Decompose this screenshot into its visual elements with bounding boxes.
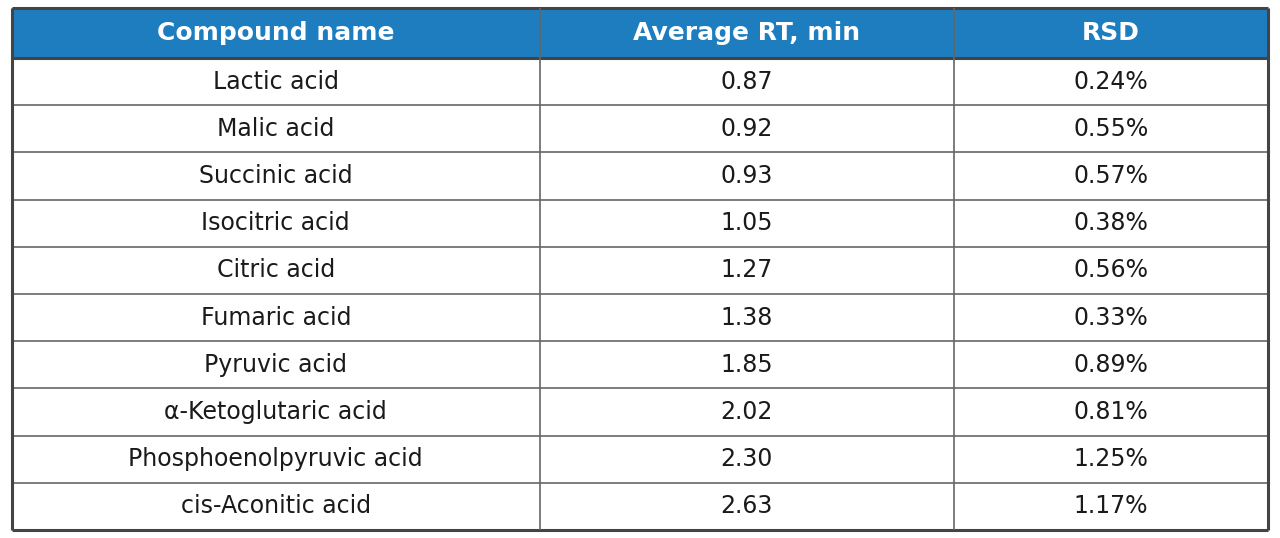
Bar bbox=[540, 8, 954, 58]
Bar bbox=[954, 436, 1268, 483]
Bar bbox=[12, 58, 540, 105]
Bar bbox=[540, 247, 954, 294]
Text: 0.89%: 0.89% bbox=[1074, 353, 1148, 377]
Bar bbox=[12, 247, 540, 294]
Bar bbox=[12, 388, 540, 436]
Text: 2.63: 2.63 bbox=[721, 494, 773, 519]
Bar bbox=[954, 247, 1268, 294]
Text: Malic acid: Malic acid bbox=[218, 117, 334, 141]
Bar bbox=[540, 58, 954, 105]
Text: 1.05: 1.05 bbox=[721, 211, 773, 235]
Text: 0.24%: 0.24% bbox=[1074, 69, 1148, 94]
Text: Phosphoenolpyruvic acid: Phosphoenolpyruvic acid bbox=[128, 447, 424, 471]
Text: 0.38%: 0.38% bbox=[1074, 211, 1148, 235]
Text: RSD: RSD bbox=[1082, 21, 1140, 45]
Bar bbox=[954, 388, 1268, 436]
Text: 2.30: 2.30 bbox=[721, 447, 773, 471]
Text: 0.87: 0.87 bbox=[721, 69, 773, 94]
Bar bbox=[12, 8, 540, 58]
Text: 0.33%: 0.33% bbox=[1074, 306, 1148, 330]
Bar bbox=[954, 294, 1268, 341]
Text: 0.81%: 0.81% bbox=[1074, 400, 1148, 424]
Text: 1.25%: 1.25% bbox=[1074, 447, 1148, 471]
Bar bbox=[954, 58, 1268, 105]
Bar bbox=[954, 8, 1268, 58]
Bar bbox=[540, 105, 954, 152]
Bar bbox=[954, 200, 1268, 247]
Text: Average RT, min: Average RT, min bbox=[634, 21, 860, 45]
Bar bbox=[540, 294, 954, 341]
Bar bbox=[954, 152, 1268, 200]
Bar bbox=[540, 388, 954, 436]
Bar bbox=[12, 152, 540, 200]
Text: Succinic acid: Succinic acid bbox=[198, 164, 352, 188]
Text: 0.92: 0.92 bbox=[721, 117, 773, 141]
Text: Isocitric acid: Isocitric acid bbox=[201, 211, 349, 235]
Text: cis-Aconitic acid: cis-Aconitic acid bbox=[180, 494, 371, 519]
Bar bbox=[540, 436, 954, 483]
Text: 1.17%: 1.17% bbox=[1074, 494, 1148, 519]
Bar bbox=[12, 483, 540, 530]
Text: Pyruvic acid: Pyruvic acid bbox=[205, 353, 347, 377]
Bar bbox=[12, 436, 540, 483]
Text: α-Ketoglutaric acid: α-Ketoglutaric acid bbox=[164, 400, 387, 424]
Bar bbox=[954, 341, 1268, 388]
Bar bbox=[954, 105, 1268, 152]
Bar bbox=[12, 200, 540, 247]
Text: Lactic acid: Lactic acid bbox=[212, 69, 339, 94]
Text: 0.55%: 0.55% bbox=[1074, 117, 1148, 141]
Bar bbox=[12, 105, 540, 152]
Text: 2.02: 2.02 bbox=[721, 400, 773, 424]
Bar bbox=[954, 483, 1268, 530]
Text: Citric acid: Citric acid bbox=[216, 258, 335, 282]
Bar bbox=[12, 341, 540, 388]
Text: 1.27: 1.27 bbox=[721, 258, 773, 282]
Text: 0.93: 0.93 bbox=[721, 164, 773, 188]
Text: 0.57%: 0.57% bbox=[1074, 164, 1148, 188]
Bar bbox=[540, 341, 954, 388]
Bar bbox=[540, 200, 954, 247]
Bar bbox=[540, 483, 954, 530]
Bar bbox=[540, 152, 954, 200]
Text: 0.56%: 0.56% bbox=[1074, 258, 1148, 282]
Text: Fumaric acid: Fumaric acid bbox=[201, 306, 351, 330]
Text: 1.38: 1.38 bbox=[721, 306, 773, 330]
Text: 1.85: 1.85 bbox=[721, 353, 773, 377]
Bar bbox=[12, 294, 540, 341]
Text: Compound name: Compound name bbox=[157, 21, 394, 45]
